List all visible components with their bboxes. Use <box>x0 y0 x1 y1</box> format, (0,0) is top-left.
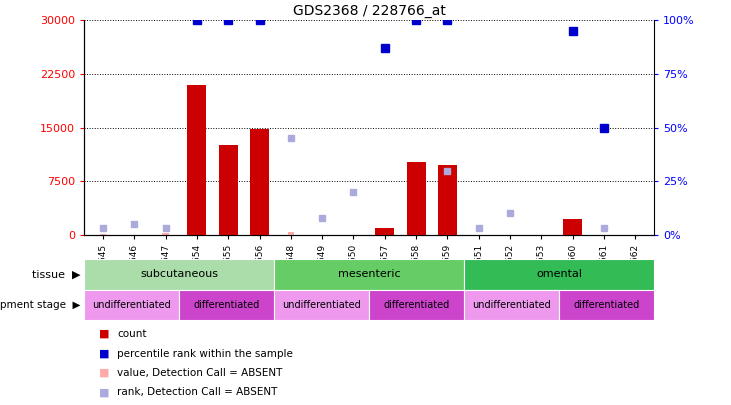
Bar <box>559 290 654 320</box>
Text: mesenteric: mesenteric <box>338 269 401 279</box>
Text: count: count <box>117 329 146 339</box>
Bar <box>84 290 179 320</box>
Bar <box>162 233 169 235</box>
Text: undifferentiated: undifferentiated <box>282 300 361 310</box>
Text: undifferentiated: undifferentiated <box>472 300 551 310</box>
Bar <box>438 165 457 235</box>
Bar <box>274 259 464 290</box>
Bar <box>464 290 559 320</box>
Text: ■: ■ <box>99 349 109 358</box>
Bar <box>219 145 238 235</box>
Text: subcutaneous: subcutaneous <box>140 269 218 279</box>
Bar <box>274 290 369 320</box>
Text: rank, Detection Call = ABSENT: rank, Detection Call = ABSENT <box>117 388 277 397</box>
Text: differentiated: differentiated <box>384 300 450 310</box>
Text: tissue  ▶: tissue ▶ <box>32 269 80 279</box>
Bar <box>406 162 425 235</box>
Title: GDS2368 / 228766_at: GDS2368 / 228766_at <box>292 4 446 18</box>
Bar <box>250 129 269 235</box>
Bar <box>179 290 274 320</box>
Bar <box>369 290 464 320</box>
Bar <box>84 259 274 290</box>
Text: omental: omental <box>537 269 582 279</box>
Bar <box>564 219 582 235</box>
Text: percentile rank within the sample: percentile rank within the sample <box>117 349 293 358</box>
Text: value, Detection Call = ABSENT: value, Detection Call = ABSENT <box>117 368 282 378</box>
Text: ■: ■ <box>99 368 109 378</box>
Text: development stage  ▶: development stage ▶ <box>0 300 80 310</box>
Bar <box>376 228 394 235</box>
Bar <box>287 232 294 235</box>
Bar <box>99 234 106 235</box>
Text: differentiated: differentiated <box>574 300 640 310</box>
Bar <box>464 259 654 290</box>
Bar <box>187 85 206 235</box>
Text: ■: ■ <box>99 388 109 397</box>
Text: differentiated: differentiated <box>194 300 260 310</box>
Text: undifferentiated: undifferentiated <box>92 300 171 310</box>
Text: ■: ■ <box>99 329 109 339</box>
